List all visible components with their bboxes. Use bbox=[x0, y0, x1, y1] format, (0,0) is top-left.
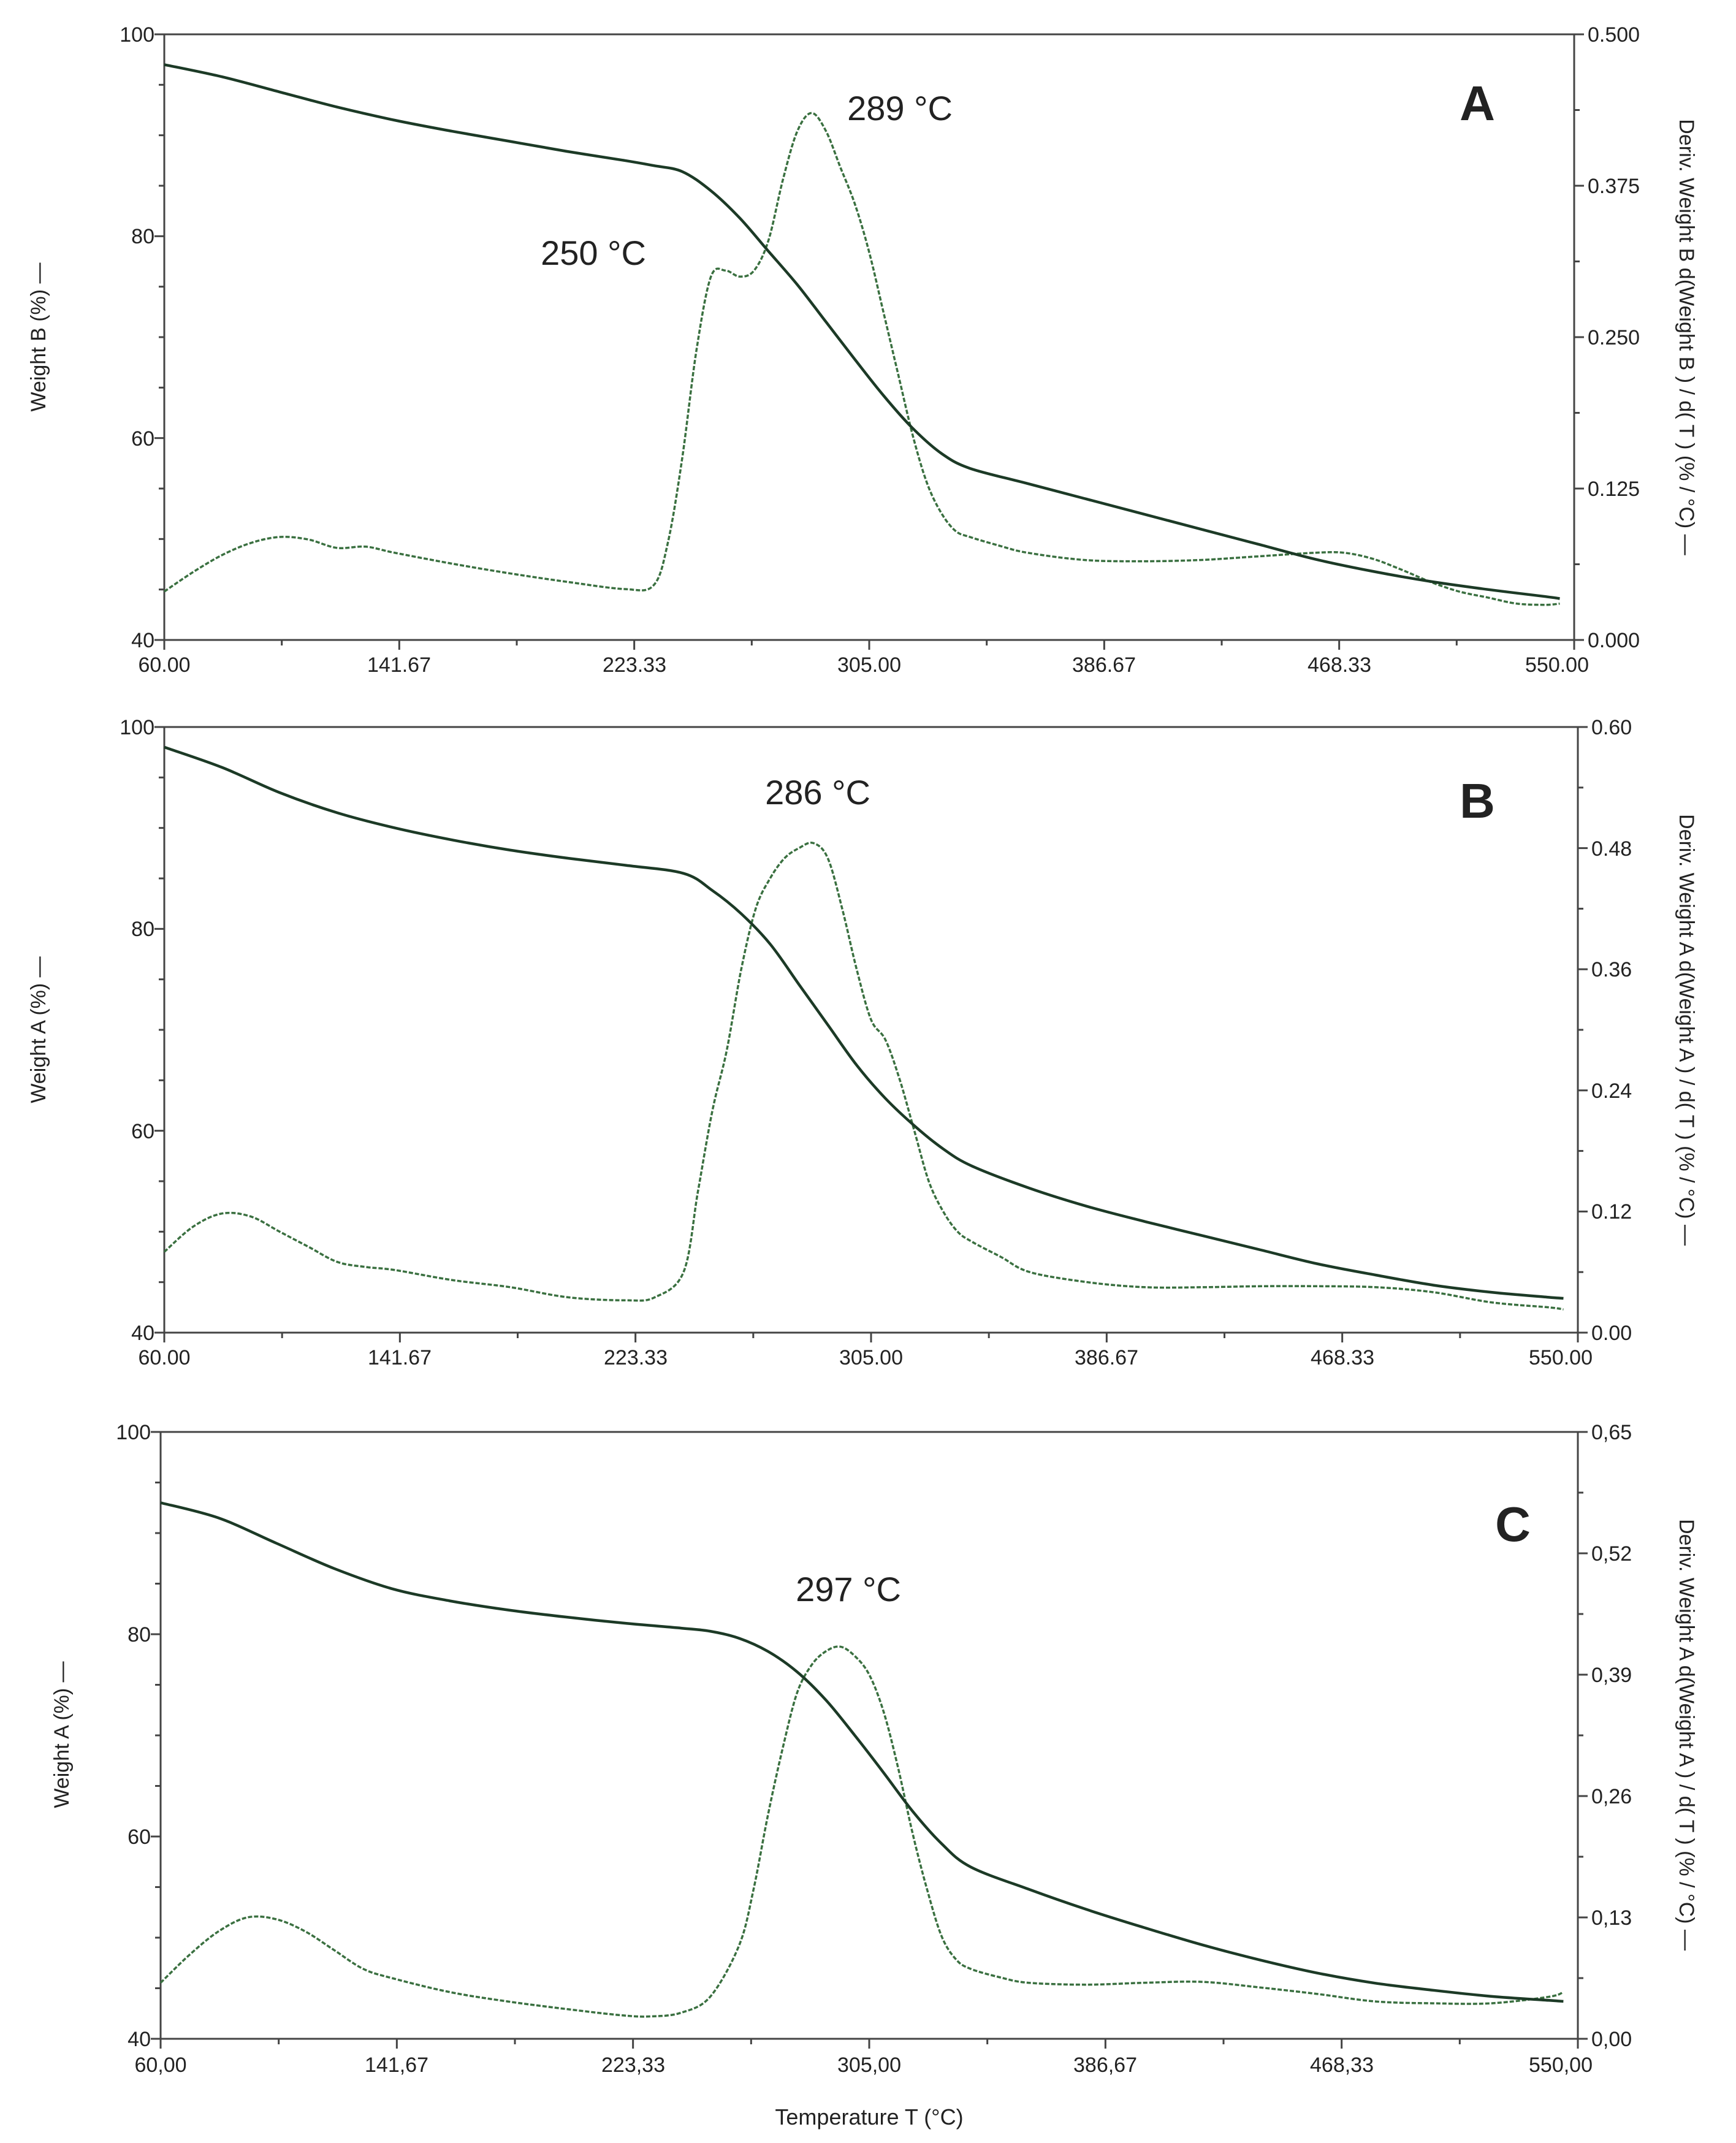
panel-c-right-ticks bbox=[1578, 1431, 1588, 2040]
panel-c-y2-tick-label: 0,26 bbox=[1591, 1785, 1632, 1808]
panel-a-letter: A bbox=[1460, 76, 1495, 131]
panel-a-y2-tick-label: 0.000 bbox=[1588, 629, 1640, 652]
panel-b-deriv-line bbox=[163, 842, 1564, 1311]
panel-b-y2-tick-label: 0.36 bbox=[1591, 958, 1632, 981]
panel-c: 40 60 80 100 0,00 0,13 0,26 0,39 0,52 0,… bbox=[50, 1421, 1698, 2130]
panel-a-x-tick-label: 386.67 bbox=[1072, 653, 1136, 677]
panel-a-weight-line bbox=[164, 63, 1560, 600]
panel-a-y2-tick-label: 0.375 bbox=[1588, 175, 1640, 198]
panel-c-weight-line bbox=[160, 1501, 1564, 2003]
panel-b-y2-axis-label: Deriv. Weight A d(Weight A ) / d( T ) (%… bbox=[1675, 814, 1698, 1246]
panel-a-y2-tick-label: 0.500 bbox=[1588, 23, 1640, 47]
panel-a-y2-tick-label: 0.125 bbox=[1588, 478, 1640, 501]
panel-a-x-tick-label: 305.00 bbox=[837, 653, 901, 677]
panel-b-y2-tick-label: 0.60 bbox=[1591, 716, 1632, 739]
panel-b-y-tick-label: 80 bbox=[131, 918, 154, 941]
panel-b-weight-line bbox=[164, 745, 1564, 1300]
panel-a-y2-axis-label: Deriv. Weight B d(Weight B ) / d( T ) (%… bbox=[1675, 119, 1698, 555]
panel-a-y-tick-label: 40 bbox=[131, 629, 154, 652]
panel-b-y-axis-label: Weight A (%) — bbox=[27, 956, 50, 1103]
panel-c-x-tick-label: 60,00 bbox=[134, 2054, 186, 2077]
panel-c-x-tick-label: 223,33 bbox=[601, 2054, 665, 2077]
panel-c-y2-tick-label: 0,13 bbox=[1591, 1906, 1632, 1930]
panel-c-y2-tick-label: 0,39 bbox=[1591, 1664, 1632, 1687]
panel-b-right-ticks bbox=[1578, 726, 1588, 1334]
panel-a-y-tick-label: 80 bbox=[131, 225, 154, 248]
panel-a-x-tick-label: 60.00 bbox=[138, 653, 190, 677]
panel-b-y2-tick-label: 0.12 bbox=[1591, 1200, 1632, 1224]
panel-b-y-tick-label: 40 bbox=[131, 1322, 154, 1345]
panel-a-x-tick-label: 223.33 bbox=[603, 653, 666, 677]
panel-b-bottom-ticks bbox=[163, 1333, 1579, 1342]
panel-c-x-tick-label: 141,67 bbox=[365, 2054, 428, 2077]
panel-a-bottom-ticks bbox=[163, 640, 1575, 650]
panel-a-deriv-line bbox=[164, 112, 1560, 606]
panel-c-x-tick-label: 468,33 bbox=[1310, 2054, 1374, 2077]
panel-c-y-tick-label: 80 bbox=[128, 1623, 151, 1646]
panel-a: 40 60 80 100 0.000 0.125 0.250 0.375 0.5… bbox=[27, 23, 1698, 677]
panel-c-x-tick-label: 550,00 bbox=[1529, 2054, 1593, 2077]
panel-c-y-tick-label: 40 bbox=[128, 2028, 151, 2051]
panel-c-y-tick-label: 100 bbox=[116, 1421, 151, 1444]
panel-c-x-tick-label: 386,67 bbox=[1073, 2054, 1137, 2077]
panel-b-y2-tick-label: 0.00 bbox=[1591, 1322, 1632, 1345]
panel-b: 40 60 80 100 0.00 0.12 0.24 0.36 0.48 0.… bbox=[27, 716, 1698, 1369]
panel-a-left-ticks bbox=[154, 33, 164, 641]
panel-c-x-axis-label: Temperature T (°C) bbox=[775, 2104, 963, 2130]
panel-b-x-tick-label: 223.33 bbox=[604, 1346, 668, 1369]
panel-a-y-axis-label: Weight B (%) — bbox=[27, 262, 50, 411]
panel-b-y2-tick-label: 0.48 bbox=[1591, 837, 1632, 861]
panel-c-y2-tick-label: 0,00 bbox=[1591, 2028, 1632, 2051]
panel-b-y2-tick-label: 0.24 bbox=[1591, 1079, 1632, 1103]
panel-b-left-ticks bbox=[154, 726, 164, 1334]
panel-a-x-tick-label: 141.67 bbox=[367, 653, 431, 677]
panel-c-y2-tick-label: 0,52 bbox=[1591, 1542, 1632, 1566]
panel-c-left-ticks bbox=[151, 1431, 161, 2040]
panel-c-y2-tick-label: 0,65 bbox=[1591, 1421, 1632, 1444]
panel-a-y-tick-label: 60 bbox=[131, 427, 154, 451]
panel-c-x-tick-label: 305,00 bbox=[837, 2054, 901, 2077]
panel-a-x-tick-label: 550.00 bbox=[1525, 653, 1589, 677]
panel-c-peak-label: 297 °C bbox=[796, 1570, 901, 1608]
panel-b-x-tick-label: 305.00 bbox=[839, 1346, 903, 1369]
panel-c-deriv-line bbox=[159, 1645, 1564, 2018]
panel-a-x-tick-label: 468.33 bbox=[1308, 653, 1371, 677]
panel-c-y2-axis-label: Deriv. Weight A d(Weight A ) / d( T ) (%… bbox=[1675, 1519, 1698, 1951]
panel-c-letter: C bbox=[1495, 1497, 1531, 1551]
panel-a-y2-tick-label: 0.250 bbox=[1588, 326, 1640, 349]
panel-c-y-axis-label: Weight A (%) — bbox=[50, 1661, 74, 1808]
panel-b-x-tick-label: 60.00 bbox=[138, 1346, 190, 1369]
panel-b-peak-label: 286 °C bbox=[765, 773, 870, 812]
panel-c-y-tick-label: 60 bbox=[128, 1825, 151, 1849]
panel-c-bottom-ticks bbox=[159, 2039, 1579, 2049]
panel-b-x-tick-label: 468.33 bbox=[1311, 1346, 1374, 1369]
panel-a-right-ticks bbox=[1574, 33, 1584, 641]
panel-b-x-tick-label: 386.67 bbox=[1075, 1346, 1138, 1369]
panel-b-y-tick-label: 100 bbox=[120, 716, 154, 739]
panel-a-peak-label: 289 °C bbox=[847, 89, 953, 128]
panel-b-x-tick-label: 141.67 bbox=[368, 1346, 432, 1369]
panel-a-y-tick-label: 100 bbox=[120, 23, 154, 47]
panel-b-letter: B bbox=[1460, 774, 1495, 828]
panel-b-x-tick-label: 550.00 bbox=[1529, 1346, 1593, 1369]
panel-a-peak-label: 250 °C bbox=[541, 234, 646, 272]
panel-b-y-tick-label: 60 bbox=[131, 1120, 154, 1143]
